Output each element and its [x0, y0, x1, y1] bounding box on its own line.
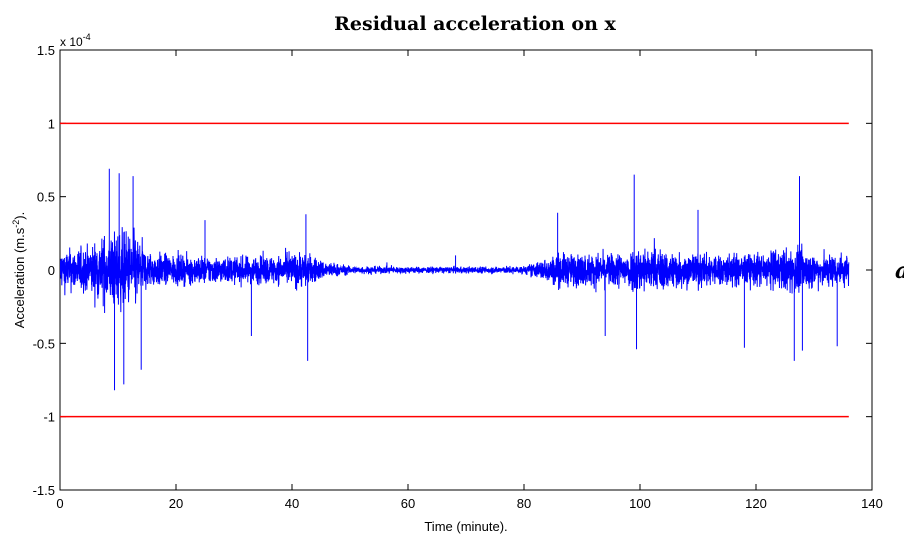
y-tick-label: -1.5 — [33, 483, 55, 498]
x-axis-label: Time (minute). — [424, 519, 507, 534]
x-tick-label: 40 — [285, 496, 299, 511]
series-line-acceleration — [60, 168, 850, 391]
y-tick-labels: -1.5 -1 -0.5 0 0.5 1 1.5 — [33, 43, 55, 498]
x-tick-label: 80 — [517, 496, 531, 511]
y-tick-label: 0 — [48, 263, 55, 278]
y-multiplier: x 10-4 — [60, 32, 91, 49]
x-tick-labels: 0 20 40 60 80 100 120 140 — [56, 496, 882, 511]
x-tick-label: 140 — [861, 496, 883, 511]
x-tick-label: 60 — [401, 496, 415, 511]
y-tick-label: 1.5 — [37, 43, 55, 58]
y-tick-label: 0.5 — [37, 190, 55, 205]
x-tick-label: 100 — [629, 496, 651, 511]
y-tick-label: -1 — [43, 410, 55, 425]
y-tick-label: -0.5 — [33, 336, 55, 351]
x-tick-label: 0 — [56, 496, 63, 511]
y-axis-label: Acceleration (m.s-2). — [11, 212, 27, 328]
x-tick-label: 20 — [169, 496, 183, 511]
clipped-text-fragment: a — [895, 258, 904, 284]
y-tick-label: 1 — [48, 116, 55, 131]
x-tick-label: 120 — [745, 496, 767, 511]
chart-title: Residual acceleration on x — [334, 13, 616, 35]
